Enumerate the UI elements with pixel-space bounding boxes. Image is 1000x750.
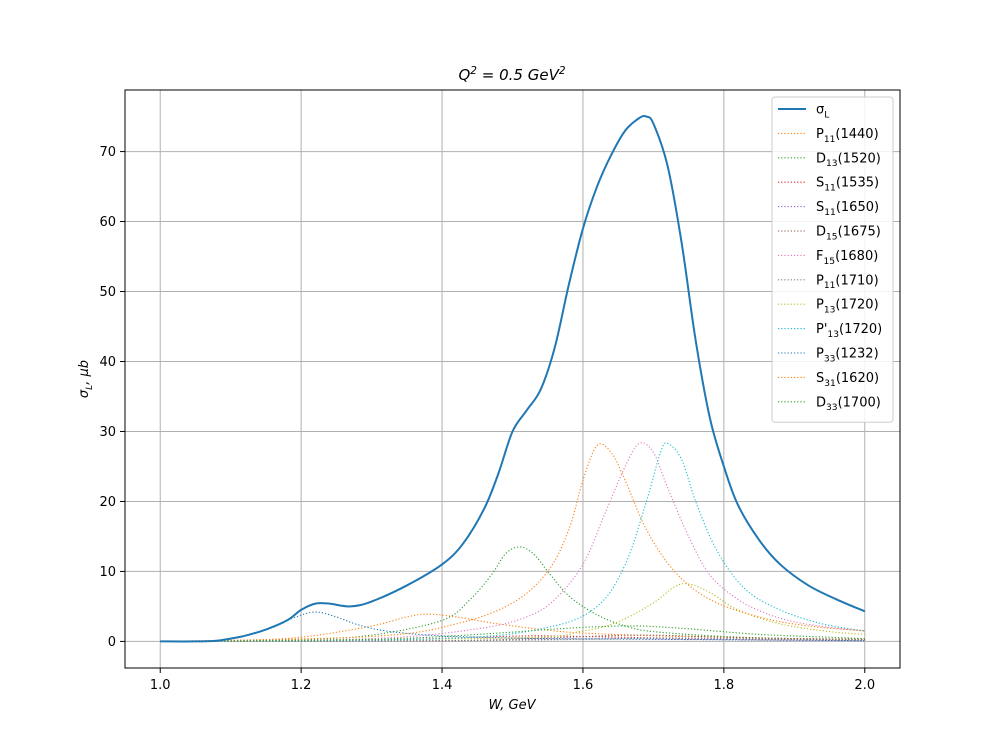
series-line-p-33-1232-	[160, 611, 865, 642]
x-tick-label: 1.2	[291, 678, 312, 693]
y-tick-label: 30	[99, 425, 116, 440]
plot-frame	[124, 89, 901, 669]
y-tick-label: 40	[99, 355, 116, 370]
x-axis-title: W, GeV	[488, 698, 536, 713]
x-tick-label: 2.0	[854, 678, 875, 693]
legend: σL P11(1440) D13(1520) S11(1535) S11(1650) D1…	[771, 96, 894, 423]
x-tick-label: 1.6	[573, 678, 594, 693]
legend-entry-label: D13(1520)	[816, 151, 881, 169]
y-axis-title: σL, μb	[77, 360, 95, 398]
chart-title: Q2 = 0.5 GeV2	[458, 65, 565, 84]
legend-entry-label: S31(1620)	[816, 371, 879, 389]
x-tick-label: 1.8	[714, 678, 735, 693]
y-tick-label: 20	[99, 495, 116, 510]
legend-entry-label: S11(1535)	[816, 176, 879, 194]
y-tick-label: 10	[99, 565, 116, 580]
legend-entry-label: D15(1675)	[816, 225, 881, 243]
legend-entry-label: P11(1710)	[816, 273, 879, 291]
legend-entry-label: S11(1650)	[816, 200, 879, 218]
series-line-s-31-1620-	[160, 443, 865, 642]
x-tick-label: 1.4	[432, 678, 453, 693]
axis-ticks: 1.0 1.2 1.4 1.6 1.8 2.0 0 10 20 30 40 50 60 70	[99, 145, 875, 693]
series-line-d-13-1520-	[160, 546, 865, 642]
legend-entry-label: σL	[816, 103, 830, 121]
legend-frame	[771, 96, 894, 423]
series-line-f-15-1680-	[160, 442, 865, 642]
y-tick-label: 60	[99, 215, 116, 230]
series-line-p-13-1720-	[160, 583, 865, 642]
series-line-d-33-1700-	[160, 625, 865, 642]
legend-entry-label: D33(1700)	[816, 395, 881, 413]
legend-entry-label: F15(1680)	[816, 249, 878, 267]
series-line--l	[160, 115, 866, 643]
series-line-p-13-1720-	[160, 442, 865, 642]
legend-entry-label: P'13(1720)	[816, 322, 882, 340]
y-tick-label: 50	[99, 285, 116, 300]
legend-entry-label: P11(1440)	[816, 127, 879, 145]
x-tick-label: 1.0	[150, 678, 171, 693]
y-tick-label: 0	[108, 635, 116, 650]
legend-entry-label: P13(1720)	[816, 298, 879, 316]
y-tick-label: 70	[99, 145, 116, 160]
series-lines	[160, 115, 866, 643]
legend-entry-label: P33(1232)	[816, 347, 879, 365]
